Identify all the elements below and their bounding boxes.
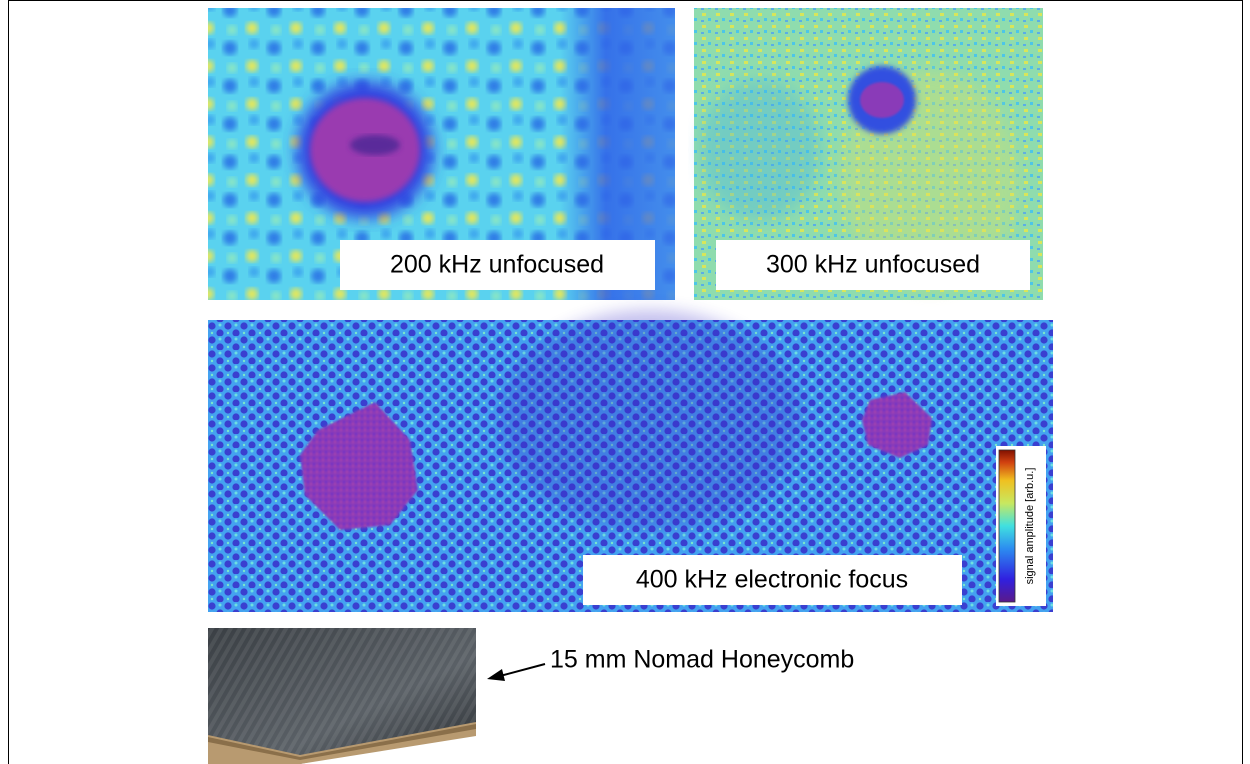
- panel-label: 300 kHz unfocused: [766, 251, 980, 279]
- colorbar-label: signal amplitude [arb.u.]: [1024, 468, 1036, 585]
- scan-300khz: 300 kHz unfocused: [694, 8, 1043, 300]
- scan-400khz: 400 kHz electronic focus signal amplitud…: [208, 310, 1053, 612]
- scan-200khz: 200 kHz unfocused: [208, 8, 675, 300]
- panel-label: 400 kHz electronic focus: [636, 566, 908, 594]
- arrow-head: [487, 669, 505, 681]
- sample-photo: [208, 628, 476, 764]
- panel-label: 200 kHz unfocused: [390, 251, 604, 279]
- colorbar: [998, 449, 1016, 603]
- sample-label: 15 mm Nomad Honeycomb: [550, 646, 854, 674]
- arrow: [499, 663, 546, 677]
